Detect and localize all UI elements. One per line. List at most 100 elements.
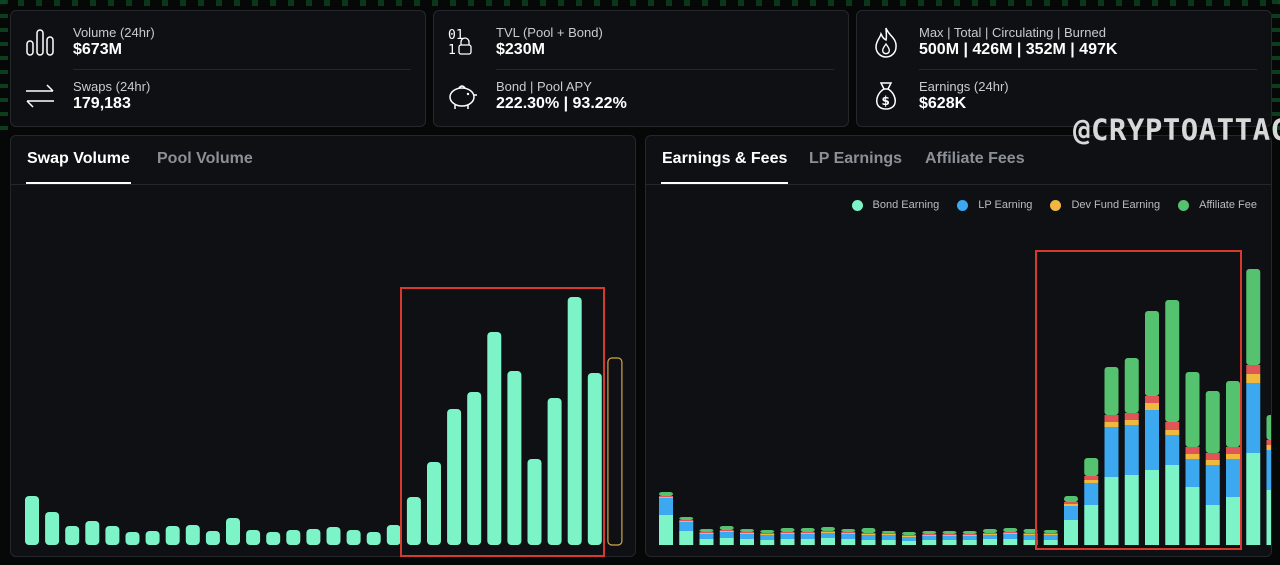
earnings-stacked-bar[interactable] — [1246, 269, 1261, 545]
earnings-stacked-bar[interactable] — [983, 529, 997, 545]
tab-swap-volume[interactable]: Swap Volume — [26, 150, 131, 184]
earnings-bar-segment — [942, 540, 957, 545]
tab-lp-earnings[interactable]: LP Earnings — [809, 150, 903, 167]
earnings-stacked-bar[interactable] — [1064, 496, 1078, 545]
volume-bar[interactable] — [185, 525, 200, 545]
volume-bar[interactable] — [145, 531, 160, 545]
earnings-stacked-bar[interactable] — [760, 530, 775, 545]
earnings-stacked-bar[interactable] — [800, 528, 815, 545]
earnings-stacked-bar[interactable] — [659, 492, 673, 545]
earnings-bar-segment — [1043, 533, 1058, 534]
volume-bar[interactable] — [527, 459, 542, 545]
earnings-bar-segment — [1266, 490, 1271, 545]
volume-bar[interactable] — [567, 297, 582, 545]
volume-bar[interactable] — [386, 525, 401, 545]
earnings-stacked-bar[interactable] — [1205, 391, 1220, 545]
earnings-stacked-bar[interactable] — [881, 531, 896, 545]
earnings-stacked-bar[interactable] — [1165, 300, 1180, 545]
earnings-stacked-bar[interactable] — [902, 532, 916, 545]
earnings-stacked-bar[interactable] — [1185, 372, 1200, 545]
earnings-stacked-bar[interactable] — [740, 529, 754, 545]
volume-bar[interactable] — [507, 371, 522, 545]
earnings-stacked-bar[interactable] — [699, 529, 714, 545]
earnings-bar-segment — [1084, 480, 1099, 483]
volume-bar[interactable] — [447, 409, 462, 545]
tab-affiliate-fees[interactable]: Affiliate Fees — [925, 150, 1025, 167]
volume-bar[interactable] — [125, 532, 140, 545]
earnings-stacked-bar[interactable] — [942, 531, 957, 545]
volume-bar[interactable] — [326, 527, 341, 545]
earnings-bar-segment — [800, 532, 815, 533]
earnings-stacked-bar[interactable] — [1226, 381, 1240, 545]
legend-bond-earning[interactable]: Bond Earning — [851, 199, 939, 211]
earnings-bar-segment — [1266, 450, 1271, 490]
earnings-bar-segment — [1084, 505, 1099, 545]
volume-bar[interactable] — [226, 518, 240, 545]
volume-bar[interactable] — [467, 392, 482, 545]
volume-bar[interactable] — [105, 526, 120, 545]
earnings-bar-segment — [1023, 534, 1038, 535]
earnings-stacked-bar[interactable] — [1104, 367, 1119, 545]
earnings-bar-segment — [719, 538, 734, 545]
earnings-bar-segment — [1003, 532, 1018, 533]
earnings-bar-segment — [1246, 383, 1261, 453]
earnings-bar-segment — [962, 531, 977, 534]
earnings-stacked-bar[interactable] — [1124, 358, 1139, 545]
earnings-stacked-bar[interactable] — [1023, 529, 1038, 545]
earnings-bar-segment — [1104, 367, 1119, 415]
earnings-stacked-bar[interactable] — [962, 531, 977, 545]
volume-bar[interactable] — [85, 521, 100, 545]
legend-dev-fund-earning[interactable]: Dev Fund Earning — [1050, 199, 1160, 211]
volume-bar[interactable] — [266, 532, 281, 545]
volume-bar[interactable] — [306, 529, 321, 545]
earnings-stacked-bar[interactable] — [861, 528, 876, 545]
volume-bar[interactable] — [205, 531, 220, 545]
legend-affiliate-fee[interactable]: Affiliate Fee — [1178, 199, 1257, 211]
volume-bar[interactable] — [587, 373, 602, 545]
earnings-bar-segment — [1145, 410, 1159, 470]
volume-bar[interactable] — [246, 530, 261, 545]
earnings-bar-segment — [962, 536, 977, 540]
earnings-bar-segment — [780, 539, 795, 545]
tab-earnings-fees[interactable]: Earnings & Fees — [661, 150, 789, 184]
earnings-stacked-bar[interactable] — [821, 527, 835, 545]
earnings-bar-segment — [699, 539, 714, 545]
volume-bar[interactable] — [65, 526, 80, 545]
earnings-bar-segment — [841, 532, 856, 533]
volume-bar[interactable] — [427, 462, 441, 545]
earnings-stacked-bar[interactable] — [1084, 458, 1099, 545]
volume-bar[interactable] — [406, 497, 421, 545]
volume-bar[interactable] — [547, 398, 562, 545]
legend-lp-earning[interactable]: LP Earning — [957, 199, 1032, 211]
earnings-value: $628K — [919, 95, 967, 112]
earnings-stacked-bar[interactable] — [1266, 415, 1272, 545]
svg-text:$: $ — [882, 94, 890, 108]
volume-bar[interactable] — [366, 532, 381, 545]
volume-bar-pending[interactable] — [607, 357, 623, 546]
binary-lock-icon: 01 1 — [446, 25, 480, 59]
earnings-bar-segment — [1023, 533, 1038, 534]
volume-bar[interactable] — [346, 530, 361, 545]
earnings-bar-segment — [780, 533, 795, 534]
volume-bar[interactable] — [45, 512, 60, 545]
earnings-bar-segment — [800, 528, 815, 532]
earnings-stacked-bar[interactable] — [841, 529, 856, 545]
tab-pool-volume[interactable]: Pool Volume — [157, 150, 253, 167]
volume-bar[interactable] — [165, 526, 180, 545]
earnings-stacked-bar[interactable] — [679, 517, 694, 545]
earnings-bar-segment — [1145, 311, 1159, 396]
earnings-stacked-bar[interactable] — [780, 528, 795, 545]
earnings-bar-segment — [719, 530, 734, 531]
earnings-stacked-bar[interactable] — [1145, 311, 1159, 545]
earnings-stacked-bar[interactable] — [719, 526, 734, 545]
volume-bar[interactable] — [286, 530, 301, 545]
earnings-bar-segment — [800, 533, 815, 534]
earnings-stacked-bar[interactable] — [1003, 528, 1018, 545]
volume-bar[interactable] — [25, 496, 39, 545]
earnings-bar-segment — [1003, 533, 1018, 534]
earnings-stacked-bar[interactable] — [922, 531, 937, 545]
earnings-bar-segment — [942, 536, 957, 540]
earnings-bar-segment — [1246, 365, 1261, 374]
volume-bar[interactable] — [487, 332, 502, 545]
earnings-stacked-bar[interactable] — [1043, 530, 1058, 545]
